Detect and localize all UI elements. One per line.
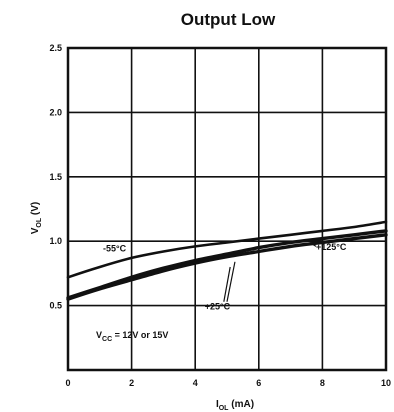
- plot-frame: [66, 46, 388, 372]
- y-tick-label: 1.5: [49, 172, 62, 182]
- y-tick-labels: 0.5 1.0 1.5 2.0 2.5: [49, 43, 62, 311]
- y-axis-label: VOL (V): [30, 202, 43, 235]
- leader-line: [223, 266, 231, 302]
- series-line-3: [66, 233, 388, 301]
- curves: [66, 220, 388, 301]
- leader-line: [309, 241, 317, 247]
- y-tick-label: 2.5: [49, 43, 62, 53]
- condition-label: VCC = 12V or 15V: [96, 330, 168, 343]
- grid: [66, 46, 388, 372]
- x-tick-label: 6: [256, 378, 261, 388]
- chart-title: Output Low: [181, 10, 276, 29]
- x-tick-labels: 0 2 4 6 8 10: [65, 378, 391, 388]
- curve-label: -55°C: [103, 244, 127, 254]
- x-tick-label: 10: [381, 378, 391, 388]
- leader-line: [226, 261, 236, 302]
- annotations: -55°C +25°C +125°C: [103, 241, 347, 311]
- x-tick-label: 8: [320, 378, 325, 388]
- x-tick-label: 2: [129, 378, 134, 388]
- curve-label: +25°C: [205, 301, 231, 311]
- y-tick-label: 2.0: [49, 107, 62, 117]
- series-line-1: [66, 220, 388, 279]
- x-axis-label: IOL (mA): [216, 399, 254, 412]
- x-tick-label: 4: [193, 378, 198, 388]
- series-line-2: [66, 229, 388, 300]
- y-tick-label: 0.5: [49, 301, 62, 311]
- curve-label: +125°C: [316, 242, 347, 252]
- x-tick-label: 0: [65, 378, 70, 388]
- y-tick-label: 1.0: [49, 236, 62, 246]
